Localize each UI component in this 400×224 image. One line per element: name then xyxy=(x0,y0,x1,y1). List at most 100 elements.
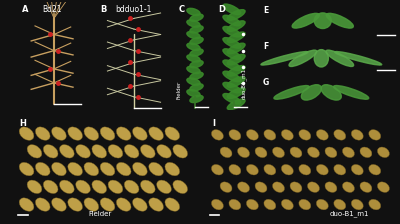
Ellipse shape xyxy=(60,180,74,194)
Ellipse shape xyxy=(157,145,171,158)
Ellipse shape xyxy=(220,147,232,157)
Ellipse shape xyxy=(301,85,322,100)
Ellipse shape xyxy=(132,127,147,140)
Ellipse shape xyxy=(190,26,203,33)
Ellipse shape xyxy=(314,13,331,28)
Ellipse shape xyxy=(334,86,369,99)
Ellipse shape xyxy=(223,82,241,93)
Text: bdduo1-1: bdduo1-1 xyxy=(115,5,151,15)
Ellipse shape xyxy=(334,164,346,175)
Ellipse shape xyxy=(19,162,34,176)
Ellipse shape xyxy=(100,162,115,176)
Ellipse shape xyxy=(52,162,66,176)
Ellipse shape xyxy=(157,180,171,194)
Ellipse shape xyxy=(76,145,90,158)
Ellipse shape xyxy=(281,130,293,140)
Ellipse shape xyxy=(238,182,250,192)
Ellipse shape xyxy=(342,147,354,157)
Ellipse shape xyxy=(173,180,188,194)
Ellipse shape xyxy=(246,130,258,140)
Ellipse shape xyxy=(229,199,241,210)
Ellipse shape xyxy=(100,127,115,140)
Ellipse shape xyxy=(316,164,328,175)
Ellipse shape xyxy=(299,199,311,210)
Ellipse shape xyxy=(27,145,42,158)
Ellipse shape xyxy=(223,60,241,71)
Ellipse shape xyxy=(227,77,245,87)
Ellipse shape xyxy=(165,198,180,211)
Ellipse shape xyxy=(308,182,320,192)
Ellipse shape xyxy=(19,127,34,140)
Ellipse shape xyxy=(335,52,382,65)
Ellipse shape xyxy=(187,43,200,50)
Ellipse shape xyxy=(60,145,74,158)
Text: duo-B1_m1: duo-B1_m1 xyxy=(241,68,246,99)
Ellipse shape xyxy=(299,164,311,175)
Ellipse shape xyxy=(132,162,147,176)
Ellipse shape xyxy=(212,164,223,175)
Ellipse shape xyxy=(116,198,131,211)
Ellipse shape xyxy=(190,14,203,21)
Ellipse shape xyxy=(190,37,203,45)
Ellipse shape xyxy=(52,198,66,211)
Ellipse shape xyxy=(316,199,328,210)
Ellipse shape xyxy=(281,199,293,210)
Ellipse shape xyxy=(227,99,245,110)
Ellipse shape xyxy=(108,145,123,158)
Ellipse shape xyxy=(223,26,241,37)
Ellipse shape xyxy=(227,88,245,99)
Ellipse shape xyxy=(140,180,155,194)
Ellipse shape xyxy=(229,164,241,175)
Ellipse shape xyxy=(68,127,82,140)
Ellipse shape xyxy=(334,199,346,210)
Text: Bd21: Bd21 xyxy=(42,5,62,15)
Text: G: G xyxy=(263,78,269,87)
Ellipse shape xyxy=(292,13,319,28)
Ellipse shape xyxy=(314,50,328,67)
Ellipse shape xyxy=(223,15,241,26)
Ellipse shape xyxy=(227,32,245,43)
Ellipse shape xyxy=(264,164,276,175)
Ellipse shape xyxy=(378,147,389,157)
Ellipse shape xyxy=(227,43,245,54)
Ellipse shape xyxy=(68,162,82,176)
Ellipse shape xyxy=(84,198,99,211)
Text: duo-B1_m1: duo-B1_m1 xyxy=(329,211,369,218)
Ellipse shape xyxy=(36,127,50,140)
Ellipse shape xyxy=(325,147,337,157)
Text: Fielder: Fielder xyxy=(89,211,112,218)
Ellipse shape xyxy=(281,164,293,175)
Ellipse shape xyxy=(223,49,241,59)
Ellipse shape xyxy=(124,145,139,158)
Text: B: B xyxy=(100,5,106,15)
Ellipse shape xyxy=(220,182,232,192)
Ellipse shape xyxy=(223,38,241,48)
Ellipse shape xyxy=(36,198,50,211)
Ellipse shape xyxy=(187,20,200,27)
Ellipse shape xyxy=(108,180,123,194)
Ellipse shape xyxy=(369,130,381,140)
Ellipse shape xyxy=(342,182,354,192)
Ellipse shape xyxy=(140,145,155,158)
Ellipse shape xyxy=(187,32,200,39)
Ellipse shape xyxy=(165,127,180,140)
Ellipse shape xyxy=(190,84,203,91)
Ellipse shape xyxy=(19,198,34,211)
Ellipse shape xyxy=(36,162,50,176)
Ellipse shape xyxy=(246,199,258,210)
Ellipse shape xyxy=(227,21,245,31)
Ellipse shape xyxy=(238,147,250,157)
Ellipse shape xyxy=(165,162,180,176)
Ellipse shape xyxy=(227,66,245,76)
Ellipse shape xyxy=(274,86,309,99)
Ellipse shape xyxy=(326,13,353,28)
Ellipse shape xyxy=(264,130,276,140)
Ellipse shape xyxy=(187,90,200,97)
Ellipse shape xyxy=(223,4,241,15)
Text: E: E xyxy=(263,6,268,15)
Ellipse shape xyxy=(43,145,58,158)
Ellipse shape xyxy=(360,182,372,192)
Ellipse shape xyxy=(190,49,203,56)
Ellipse shape xyxy=(149,162,164,176)
Text: D: D xyxy=(218,5,225,15)
